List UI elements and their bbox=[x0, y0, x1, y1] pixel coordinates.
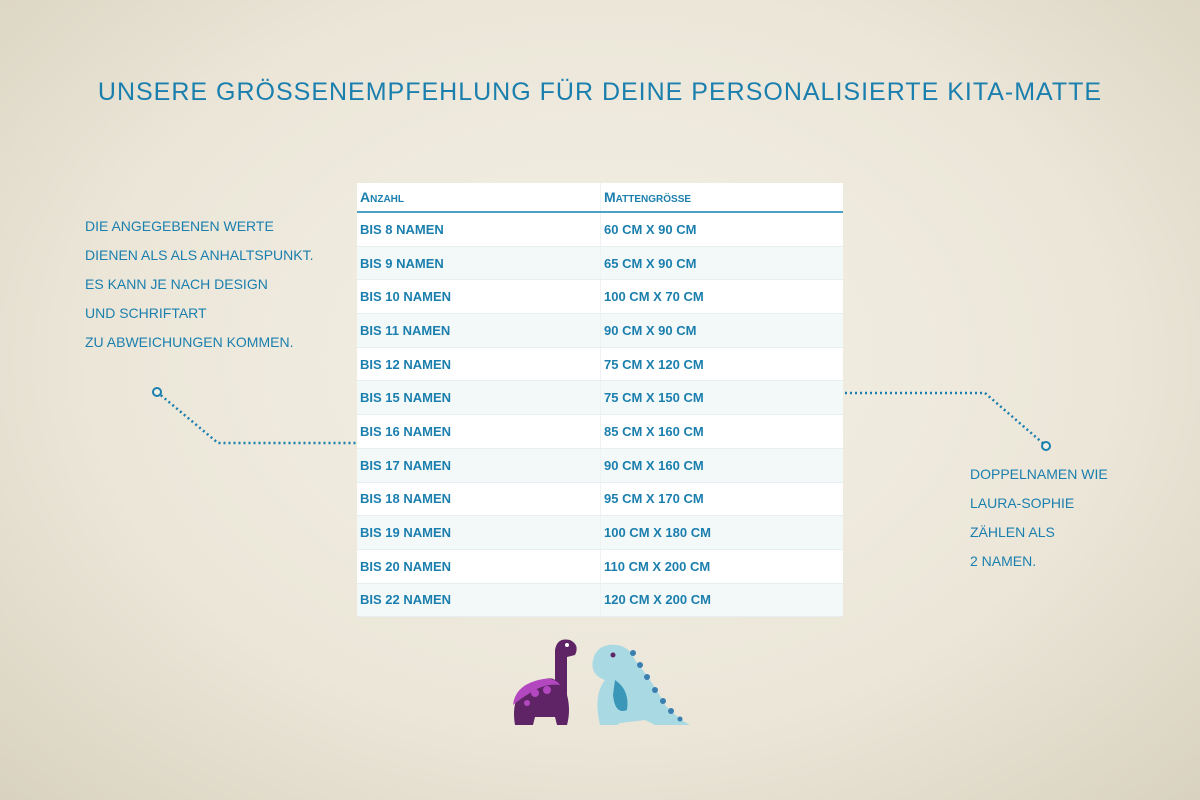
size-cell: 100 cm x 70 cm bbox=[600, 280, 843, 314]
note-left-line: Die angegebenen Werte bbox=[85, 218, 274, 234]
table-row: bis 19 Namen 100 cm x 180 cm bbox=[357, 516, 843, 550]
count-cell: bis 17 Namen bbox=[360, 457, 452, 473]
note-right-line: Doppelnamen wie bbox=[970, 466, 1108, 482]
table-row: bis 17 Namen 90 cm x 160 cm bbox=[357, 448, 843, 483]
table-row: bis 20 Namen 110 cm x 200 cm bbox=[357, 549, 843, 584]
note-left-line: und Schriftart bbox=[85, 305, 207, 321]
size-cell: 65 cm x 90 cm bbox=[600, 246, 843, 280]
table-row: bis 12 Namen 75 cm x 120 cm bbox=[357, 347, 843, 382]
count-cell: bis 18 Namen bbox=[360, 491, 452, 507]
table-row: bis 16 Namen 85 cm x 160 cm bbox=[357, 415, 843, 449]
dinosaurs-illustration bbox=[513, 639, 690, 725]
count-cell: bis 10 Namen bbox=[360, 289, 452, 305]
blue-dinosaur-illustration bbox=[592, 644, 690, 725]
count-cell: bis 20 Namen bbox=[360, 558, 452, 574]
table-header: Anzahl Mattengröße bbox=[357, 183, 843, 213]
connector-left bbox=[156, 391, 357, 445]
note-left: Die angegebenen Werte dienen als als Anha… bbox=[85, 212, 314, 357]
size-cell: 75 cm x 120 cm bbox=[600, 347, 843, 381]
count-cell: bis 22 Namen bbox=[360, 592, 452, 608]
size-cell: 90 cm x 160 cm bbox=[600, 448, 843, 482]
table-row: bis 10 Namen 100 cm x 70 cm bbox=[357, 280, 843, 315]
count-cell: bis 15 Namen bbox=[360, 390, 452, 406]
connector-right bbox=[845, 391, 1046, 446]
note-left-line: Es kann je nach Design bbox=[85, 276, 268, 292]
size-cell: 110 cm x 200 cm bbox=[600, 549, 843, 583]
count-cell: bis 12 Namen bbox=[360, 356, 452, 372]
note-right-line: zählen als bbox=[970, 524, 1055, 540]
note-left-line: zu Abweichungen kommen. bbox=[85, 334, 294, 350]
connector-left-dot bbox=[152, 387, 162, 397]
table-row: bis 8 Namen 60 cm x 90 cm bbox=[357, 213, 843, 247]
table-row: bis 15 Namen 75 cm x 150 cm bbox=[357, 381, 843, 416]
table-row: bis 11 Namen 90 cm x 90 cm bbox=[357, 314, 843, 348]
size-cell: 100 cm x 180 cm bbox=[600, 516, 843, 549]
size-cell: 85 cm x 160 cm bbox=[600, 415, 843, 448]
note-left-line: dienen als als Anhaltspunkt. bbox=[85, 247, 314, 263]
page-title: Unsere Größenempfehlung für deine person… bbox=[97, 78, 1103, 106]
table-row: bis 18 Namen 95 cm x 170 cm bbox=[357, 482, 843, 517]
count-cell: bis 11 Namen bbox=[360, 322, 451, 338]
size-cell: 95 cm x 170 cm bbox=[600, 482, 843, 516]
size-cell: 60 cm x 90 cm bbox=[600, 213, 843, 246]
table-row: bis 22 Namen 120 cm x 200 cm bbox=[357, 583, 843, 618]
count-cell: bis 16 Namen bbox=[360, 423, 452, 439]
count-cell: bis 9 Namen bbox=[360, 255, 444, 271]
header-size: Mattengröße bbox=[600, 183, 843, 211]
size-cell: 120 cm x 200 cm bbox=[600, 583, 843, 617]
count-cell: bis 19 Namen bbox=[360, 525, 452, 541]
size-cell: 90 cm x 90 cm bbox=[600, 314, 843, 347]
note-right-line: 2 Namen. bbox=[970, 553, 1037, 569]
purple-dinosaur-illustration bbox=[513, 639, 577, 725]
note-right-line: Laura-Sophie bbox=[970, 495, 1075, 511]
header-count: Anzahl bbox=[360, 189, 404, 205]
note-right: Doppelnamen wie Laura-Sophie zählen als 2 N… bbox=[970, 460, 1108, 576]
table-body: bis 8 Namen 60 cm x 90 cm bis 9 Namen 65 cm… bbox=[357, 213, 843, 618]
table-row: bis 9 Namen 65 cm x 90 cm bbox=[357, 246, 843, 281]
size-table: Anzahl Mattengröße bis 8 Namen 60 cm x 90… bbox=[357, 183, 843, 618]
count-cell: bis 8 Namen bbox=[360, 221, 444, 237]
connector-right-dot bbox=[1041, 441, 1051, 451]
size-cell: 75 cm x 150 cm bbox=[600, 381, 843, 415]
